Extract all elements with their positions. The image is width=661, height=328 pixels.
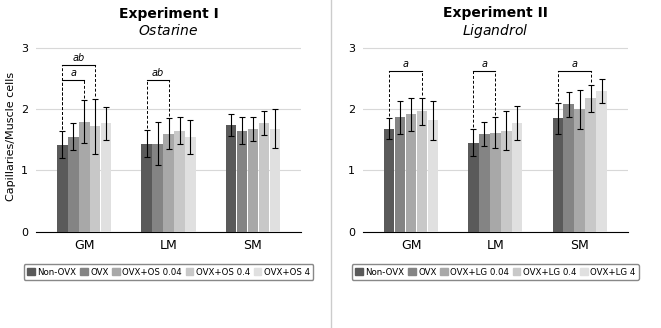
Bar [586,98,596,232]
Bar [248,129,258,232]
Bar [384,129,395,232]
Title: Experiment II
$\it{Ligandrol}$: Experiment II $\it{Ligandrol}$ [443,6,548,40]
Legend: Non-OVX, OVX, OVX+LG 0.04, OVX+LG 0.4, OVX+LG 4: Non-OVX, OVX, OVX+LG 0.04, OVX+LG 0.4, O… [352,264,639,280]
Bar [153,144,163,232]
Legend: Non-OVX, OVX, OVX+OS 0.04, OVX+OS 0.4, OVX+OS 4: Non-OVX, OVX, OVX+OS 0.04, OVX+OS 0.4, O… [24,264,313,280]
Text: a: a [403,59,408,69]
Bar [163,134,174,232]
Bar [270,129,280,232]
Title: Experiment I
$\it{Ostarine}$: Experiment I $\it{Ostarine}$ [119,7,218,38]
Bar [574,109,585,232]
Bar [101,123,112,232]
Bar [185,137,196,232]
Bar [490,133,500,232]
Bar [501,131,512,232]
Bar [406,114,416,232]
Bar [58,145,67,232]
Bar [417,111,427,232]
Bar [141,144,152,232]
Bar [237,131,247,232]
Bar [479,134,490,232]
Bar [90,126,100,232]
Bar [468,143,479,232]
Y-axis label: Capillaries/Muscle cells: Capillaries/Muscle cells [5,72,16,201]
Text: a: a [571,59,577,69]
Text: a: a [70,68,77,77]
Bar [79,122,89,232]
Bar [553,118,563,232]
Bar [258,123,269,232]
Bar [563,104,574,232]
Text: a: a [481,59,487,69]
Bar [225,125,236,232]
Bar [428,120,438,232]
Bar [596,91,607,232]
Text: ab: ab [151,68,164,77]
Text: ab: ab [73,53,85,63]
Bar [68,137,79,232]
Bar [175,131,184,232]
Bar [512,123,522,232]
Bar [395,117,405,232]
